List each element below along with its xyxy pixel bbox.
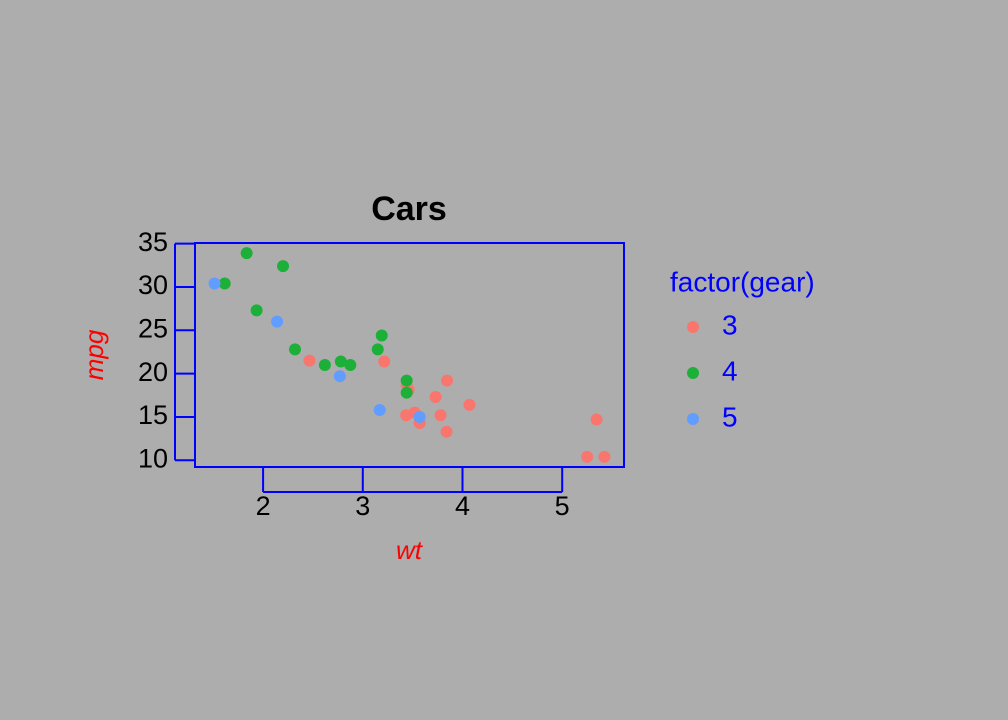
legend-label: 3 <box>722 309 738 340</box>
point <box>250 304 263 317</box>
legend-key <box>687 321 699 333</box>
point <box>371 343 384 356</box>
chart-title: Cars <box>371 190 447 228</box>
legend-key <box>687 367 699 379</box>
point <box>590 413 603 426</box>
point <box>400 409 413 422</box>
y-axis-label: mpg <box>79 329 109 380</box>
x-tick-label: 2 <box>256 491 271 521</box>
point <box>375 329 388 342</box>
panel <box>194 242 625 468</box>
point <box>441 374 454 387</box>
legend-key <box>687 413 699 425</box>
point <box>598 450 611 463</box>
point <box>440 425 453 438</box>
point <box>400 386 413 399</box>
y-tick-label: 35 <box>138 227 168 257</box>
point <box>208 277 221 290</box>
point <box>463 398 476 411</box>
point <box>288 343 301 356</box>
point <box>413 410 426 423</box>
point <box>378 355 391 368</box>
point <box>218 277 231 290</box>
point <box>333 370 346 383</box>
y-tick-label: 10 <box>138 443 168 473</box>
y-tick-label: 25 <box>138 313 168 343</box>
point <box>434 409 447 422</box>
point <box>400 374 413 387</box>
x-tick-label: 5 <box>555 491 570 521</box>
legend-label: 5 <box>722 401 738 432</box>
legend-title: factor(gear) <box>670 266 815 297</box>
point <box>344 358 357 371</box>
point <box>303 354 316 367</box>
point <box>373 404 386 417</box>
y-tick-label: 30 <box>138 270 168 300</box>
point <box>277 260 290 273</box>
point <box>318 358 331 371</box>
y-tick-label: 20 <box>138 357 168 387</box>
y-tick-label: 15 <box>138 400 168 430</box>
point <box>429 391 442 404</box>
point <box>581 450 594 463</box>
legend-label: 4 <box>722 355 738 386</box>
x-tick-label: 3 <box>355 491 370 521</box>
point <box>334 355 347 368</box>
point <box>240 247 253 260</box>
point <box>271 315 284 328</box>
x-tick-label: 4 <box>455 491 470 521</box>
x-axis-label: wt <box>396 535 424 565</box>
